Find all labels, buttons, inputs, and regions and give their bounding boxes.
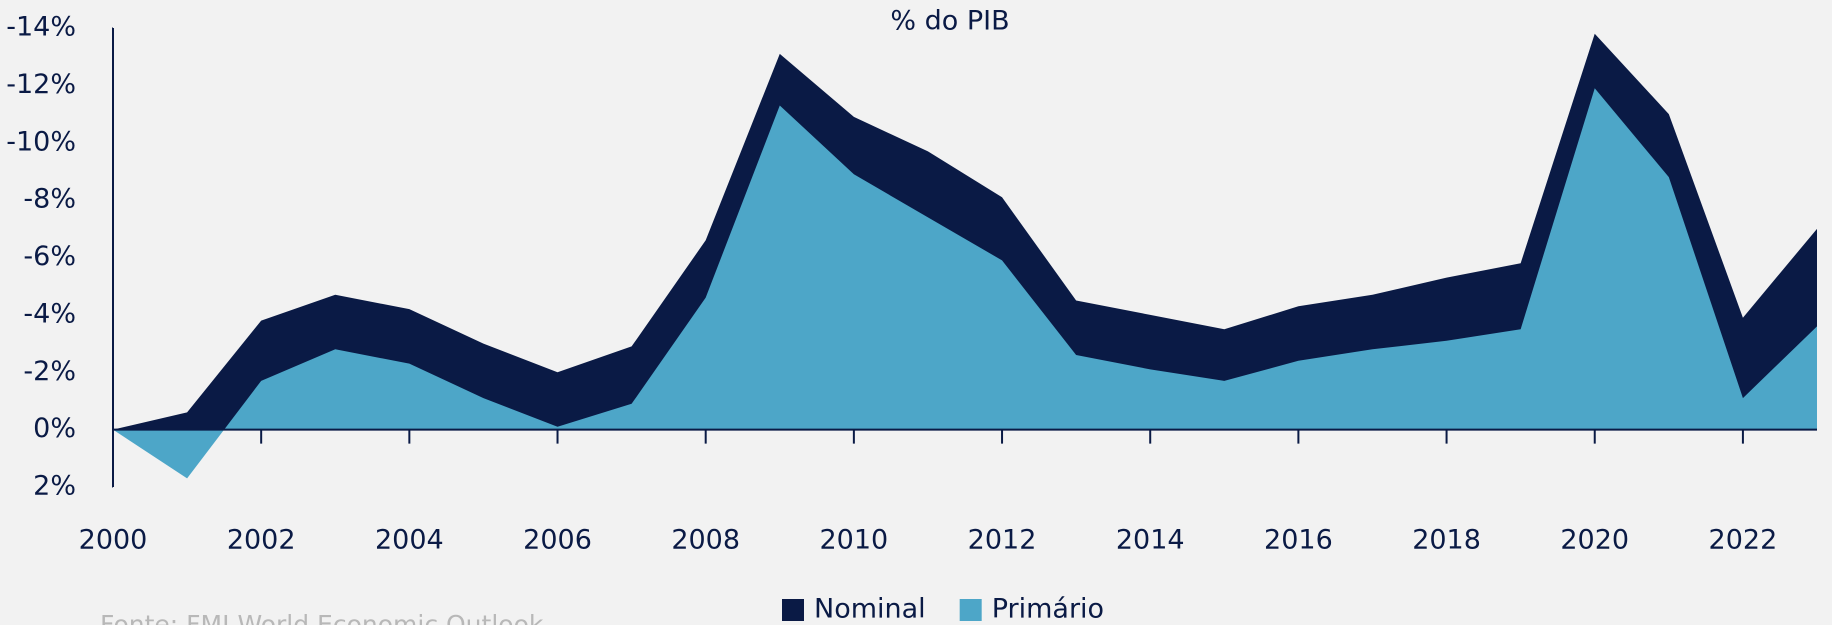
- y-tick-label: -4%: [23, 298, 76, 329]
- x-tick-label: 2012: [968, 525, 1037, 556]
- x-tick-label: 2016: [1264, 525, 1333, 556]
- legend-swatch: [782, 599, 804, 621]
- y-tick-label: 2%: [33, 471, 76, 502]
- y-tick-label: -14%: [6, 12, 76, 43]
- legend-swatch: [959, 599, 982, 621]
- x-tick-label: 2004: [375, 525, 444, 556]
- area: [113, 88, 1817, 479]
- legend-label: Primário: [992, 594, 1104, 625]
- x-tick-label: 2002: [227, 525, 296, 556]
- x-tick-label: 2018: [1412, 525, 1481, 556]
- y-tick-label: -8%: [23, 184, 76, 215]
- source-note: Fonte: FMI World Economic Outlook: [100, 610, 544, 625]
- x-tick-label: 2000: [79, 525, 148, 556]
- x-tick-label: 2010: [820, 525, 889, 556]
- y-tick-label: -12%: [6, 69, 76, 100]
- x-tick-label: 2008: [671, 525, 740, 556]
- x-tick-label: 2020: [1560, 525, 1629, 556]
- y-tick-label: 0%: [33, 413, 76, 444]
- area: [113, 33, 1817, 430]
- x-tick-label: 2014: [1116, 525, 1185, 556]
- x-tick-label: 2006: [523, 525, 592, 556]
- chart-title: % do PIB: [890, 6, 1009, 37]
- x-tick-label: 2022: [1709, 525, 1778, 556]
- y-tick-label: -6%: [23, 241, 76, 272]
- y-tick-label: -10%: [6, 126, 76, 157]
- legend-label: Nominal: [814, 594, 926, 625]
- y-tick-label: -2%: [23, 356, 76, 387]
